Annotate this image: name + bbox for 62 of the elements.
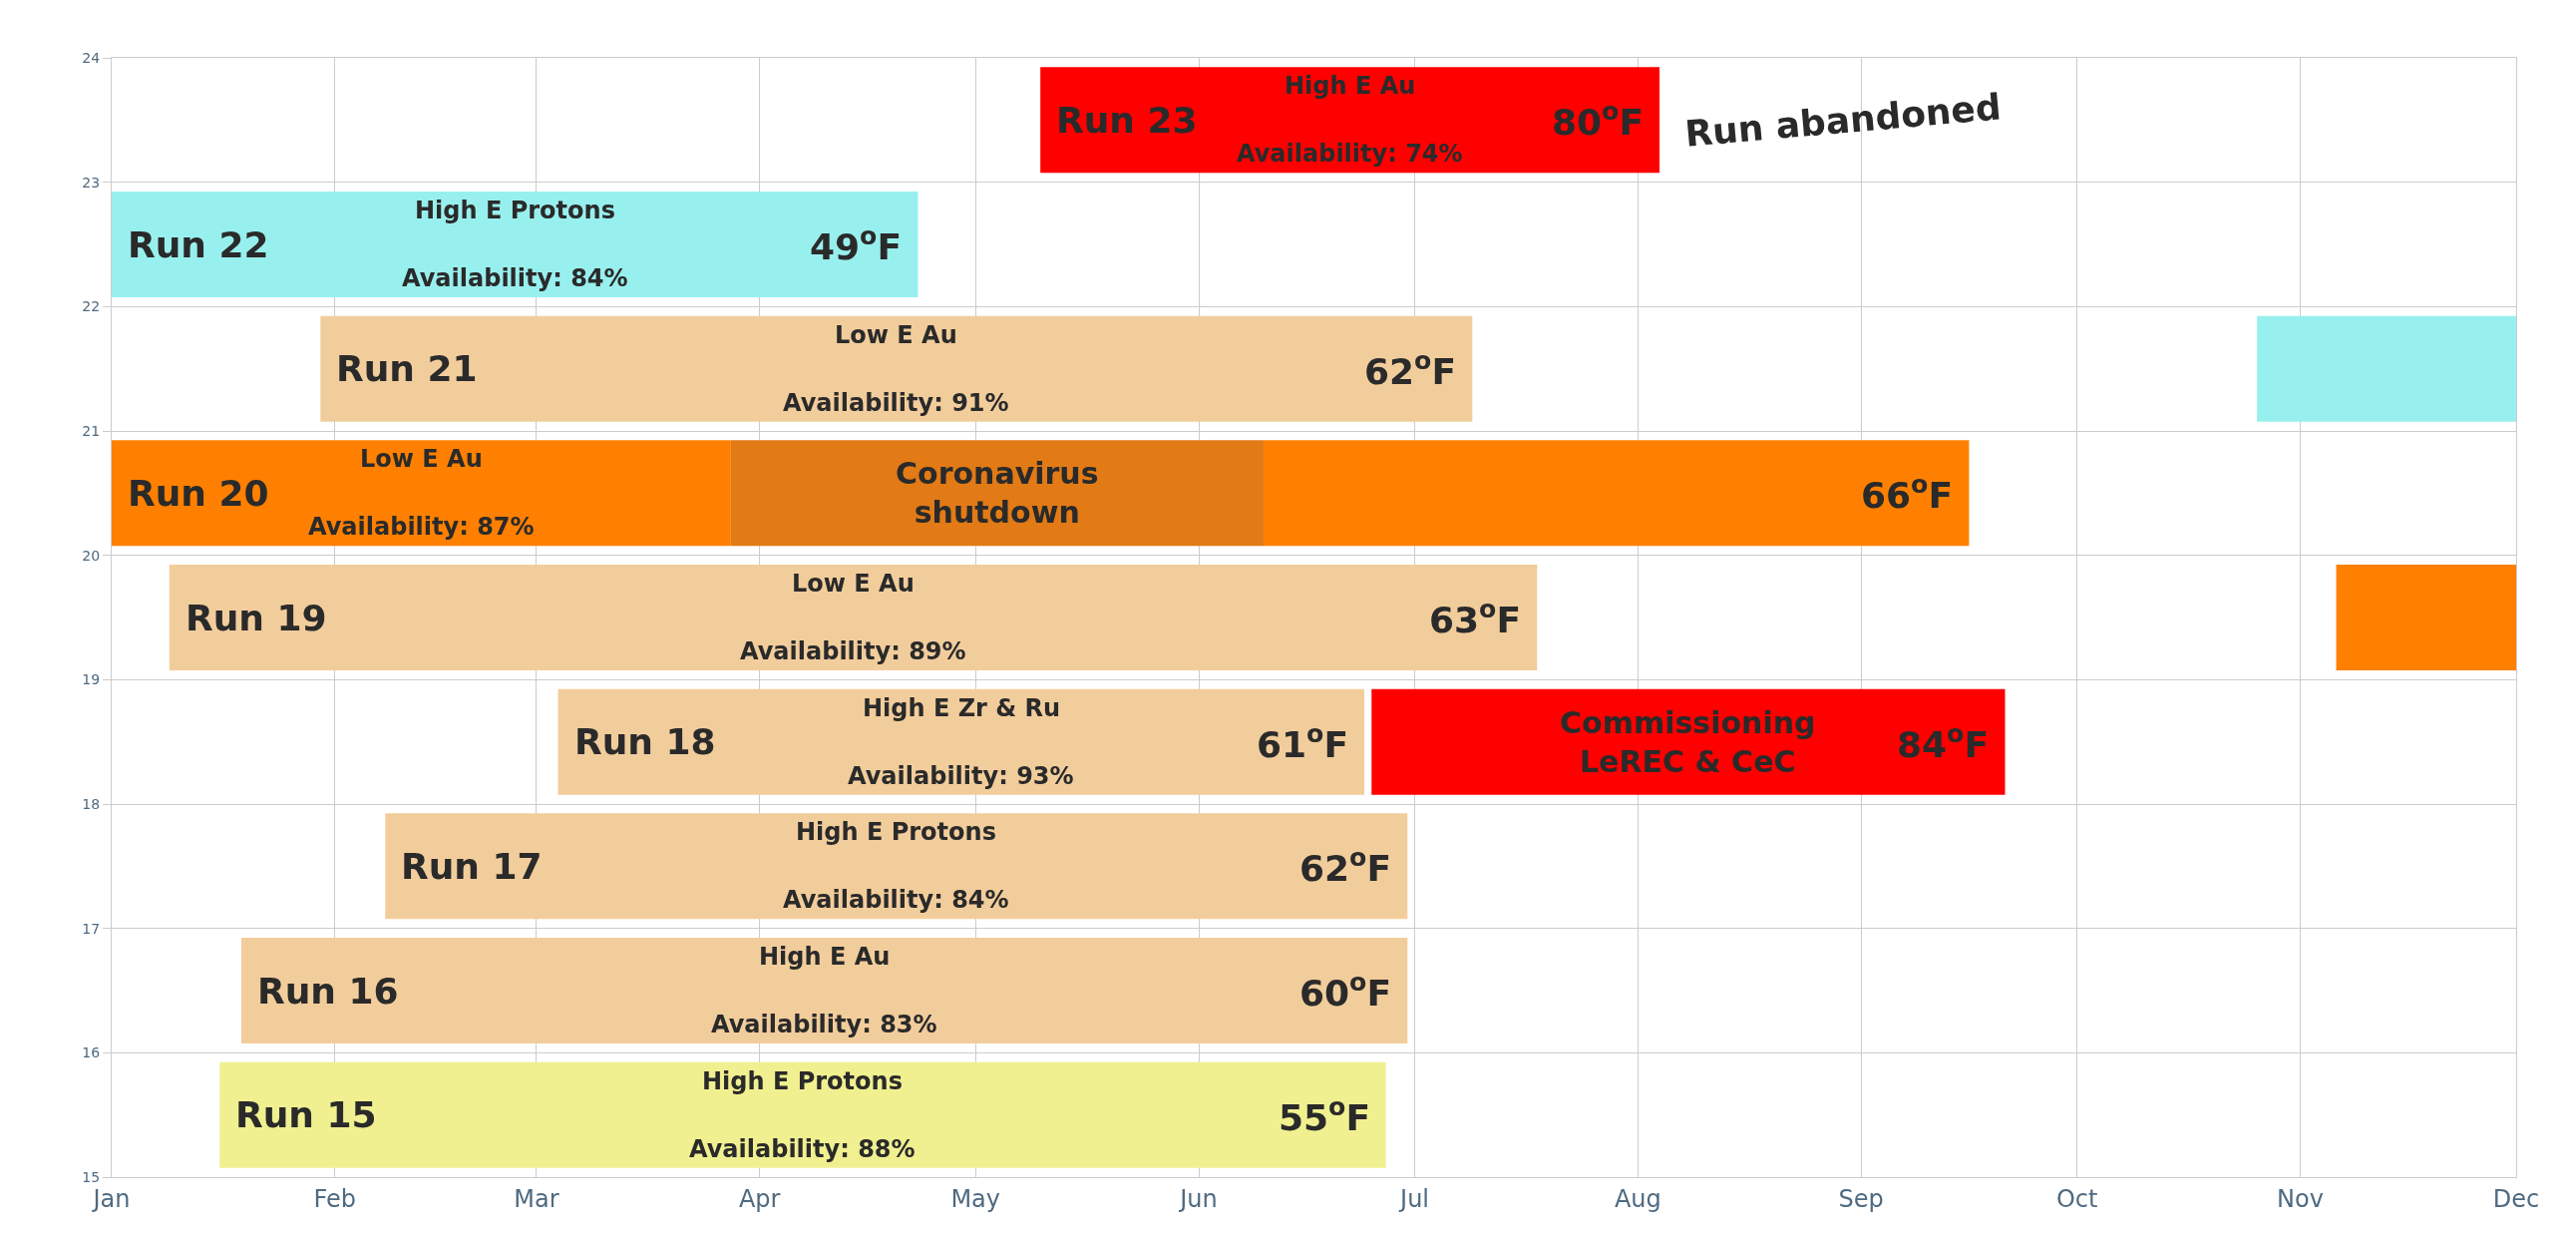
x-tick-label: Apr	[738, 1184, 781, 1213]
y-tick-label: 16	[82, 1044, 101, 1061]
y-tick-label: 24	[82, 49, 101, 66]
x-tick-label: Sep	[1838, 1184, 1884, 1213]
x-tick-label: Jul	[1398, 1184, 1430, 1213]
annotation: 80$^{o}$F	[1552, 97, 1645, 144]
y-tick-label: 23	[82, 174, 101, 191]
y-tick-label: 17	[82, 920, 101, 937]
annotation: Availability: 84%	[783, 886, 1009, 914]
annotation: Commissioning LeREC & CeC	[1560, 705, 1816, 779]
x-tick-label: Nov	[2277, 1184, 2324, 1213]
annotation: 63$^{o}$F	[1429, 595, 1522, 641]
y-tick-label: 15	[82, 1168, 101, 1185]
annotation: Availability: 83%	[711, 1011, 937, 1038]
y-tick-label: 19	[82, 671, 101, 688]
annotation: Low E Au	[835, 321, 957, 349]
annotation: Low E Au	[360, 445, 483, 473]
annotation: 55$^{o}$F	[1279, 1092, 1371, 1139]
y-tick-label: 18	[82, 795, 101, 812]
annotation: High E Protons	[796, 818, 996, 846]
annotation: Run 22	[128, 224, 269, 265]
annotation: Availability: 74%	[1237, 140, 1463, 168]
annotation: Run abandoned	[1682, 86, 2004, 155]
x-tick-label: Aug	[1614, 1184, 1661, 1213]
x-tick-label: Jun	[1178, 1184, 1218, 1213]
annotation: High E Au	[759, 943, 891, 971]
annotation: High E Protons	[702, 1067, 903, 1095]
annotation: 61$^{o}$F	[1257, 719, 1349, 766]
annotation: Run 18	[574, 721, 716, 762]
annotation: 49$^{o}$F	[810, 221, 903, 268]
y-tick-label: 20	[82, 547, 101, 564]
annotation: High E Protons	[415, 197, 615, 224]
annotation: Run 21	[336, 348, 478, 389]
annotation: 60$^{o}$F	[1299, 968, 1392, 1015]
x-tick-label: Jan	[91, 1184, 131, 1213]
annotation: Low E Au	[792, 570, 915, 598]
x-tick-label: Dec	[2492, 1184, 2540, 1213]
annotation: Coronavirus shutdown	[896, 456, 1099, 530]
annotation: 84$^{o}$F	[1897, 719, 1990, 766]
annotation: Run 19	[185, 598, 327, 638]
annotation: 66$^{o}$F	[1861, 470, 1954, 517]
annotation: Availability: 91%	[783, 389, 1009, 417]
annotation: Run 16	[257, 971, 399, 1012]
annotation: Availability: 93%	[848, 762, 1074, 790]
annotation: Availability: 84%	[402, 264, 628, 292]
y-tick-label: 22	[82, 298, 101, 315]
annotation: Run 15	[235, 1094, 377, 1135]
x-tick-label: Feb	[313, 1184, 357, 1213]
annotation: Run 20	[128, 473, 269, 514]
x-tick-label: Oct	[2055, 1184, 2098, 1213]
annotation: Availability: 88%	[689, 1135, 916, 1163]
annotation: Run 23	[1056, 100, 1198, 141]
annotation: Run 17	[401, 846, 543, 887]
annotation: 62$^{o}$F	[1364, 346, 1457, 393]
annotation: High E Zr & Ru	[863, 694, 1061, 722]
annotation: 62$^{o}$F	[1299, 843, 1392, 890]
annotation: Availability: 89%	[740, 637, 966, 665]
y-tick-label: 21	[82, 422, 101, 439]
annotation: Availability: 87%	[308, 513, 535, 541]
annotation: High E Au	[1285, 72, 1416, 100]
x-tick-label: May	[950, 1184, 1001, 1213]
x-tick-label: Mar	[514, 1184, 559, 1213]
